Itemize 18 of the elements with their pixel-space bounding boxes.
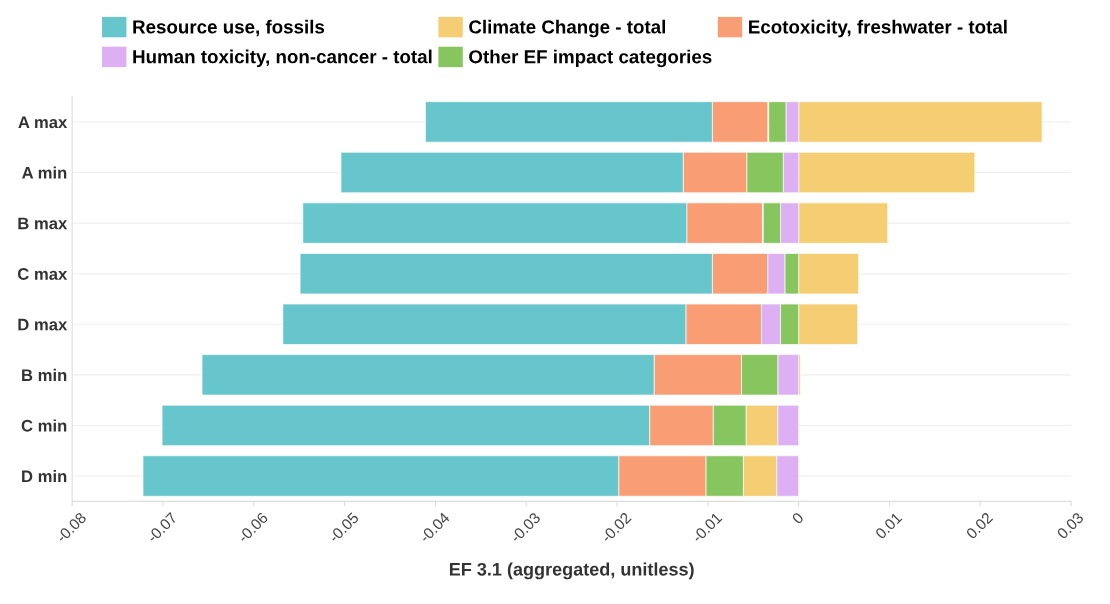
y-tick-label: C min xyxy=(21,419,67,432)
x-tick-label: 0.03 xyxy=(1056,511,1085,540)
y-tick-label: D max xyxy=(18,318,68,331)
legend-label: Ecotoxicity, freshwater - total xyxy=(749,19,1007,38)
y-tick-label: B max xyxy=(18,217,68,230)
x-tick-label: 0.02 xyxy=(965,511,994,540)
legend-label: Climate Change - total xyxy=(469,19,666,38)
y-tick-label: A min xyxy=(22,166,67,179)
legend-label: Other EF impact categories xyxy=(469,49,712,68)
y-tick-label: A max xyxy=(18,116,68,129)
x-tick-label: 0 xyxy=(791,511,805,525)
x-tick-label: 0.01 xyxy=(874,511,903,540)
legend-label: Resource use, fossils xyxy=(133,19,325,37)
x-axis-title: EF 3.1 (aggregated, unitless) xyxy=(449,562,694,580)
y-tick-label: B min xyxy=(22,368,67,381)
y-tick-label: D min xyxy=(22,469,67,483)
legend-label: Human toxicity, non-cancer - total xyxy=(133,49,432,68)
y-tick-label: C max xyxy=(17,268,68,280)
